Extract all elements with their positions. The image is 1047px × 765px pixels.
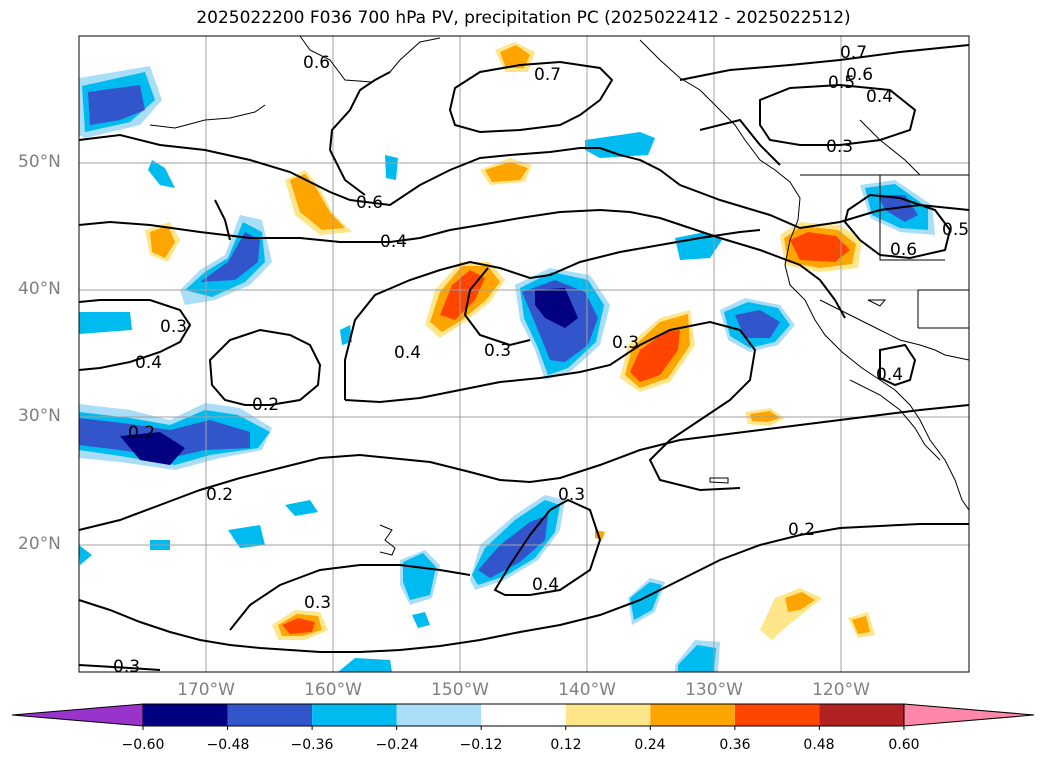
colorbar-tick: −0.48 <box>206 737 250 753</box>
contour-label: 0.2 <box>788 520 815 540</box>
colorbar-segment <box>819 704 904 726</box>
lat-label: 40°N <box>18 279 61 299</box>
lon-label: 160°W <box>304 680 362 700</box>
coastlines <box>149 35 970 556</box>
colorbar-tick: 0.36 <box>719 737 751 753</box>
lon-label: 130°W <box>685 680 743 700</box>
map-frame <box>78 35 970 673</box>
colorbar-extend-min <box>11 703 144 727</box>
colorbar-tick: 0.48 <box>803 737 835 753</box>
contour-label: 0.6 <box>846 65 873 85</box>
contour-label: 0.6 <box>356 193 383 213</box>
colorbar-extend-max <box>903 703 1035 727</box>
colorbar-tick: −0.36 <box>290 737 334 753</box>
colorbar-tick: 0.12 <box>550 737 582 753</box>
lon-label: 120°W <box>812 680 870 700</box>
lon-label: 170°W <box>177 680 235 700</box>
colorbar-segment <box>565 704 651 726</box>
contour-label-group: 0.6 0.7 0.7 0.6 0.5 0.4 0.3 0.6 0.4 0.3 … <box>113 43 969 677</box>
colorbar-tick: −0.60 <box>121 737 165 753</box>
contour-label: 0.4 <box>876 365 903 385</box>
lat-label: 20°N <box>18 534 61 554</box>
contour-label: 0.4 <box>135 353 162 373</box>
colorbar-segment <box>312 704 397 726</box>
contour-label: 0.4 <box>394 343 421 363</box>
lat-label: 30°N <box>18 406 61 426</box>
colorbar-segment <box>734 704 820 726</box>
contour-label: 0.6 <box>303 53 330 73</box>
contour-label: 0.4 <box>380 232 407 252</box>
contour-label: 0.3 <box>612 333 639 353</box>
contour-label: 0.6 <box>890 240 917 260</box>
graticule <box>79 36 969 672</box>
lon-label: 150°W <box>431 680 489 700</box>
colorbar-tick: 0.24 <box>634 737 666 753</box>
colorbar-segment <box>396 704 482 726</box>
map-title: 2025022200 F036 700 hPa PV, precipitatio… <box>196 8 851 28</box>
contour-label: 0.3 <box>304 593 331 613</box>
lon-label: 140°W <box>558 680 616 700</box>
contour-label: 0.4 <box>866 87 893 107</box>
colorbar-segment <box>143 704 228 726</box>
colorbar-tick: 0.60 <box>888 737 920 753</box>
contour-label: 0.3 <box>558 485 585 505</box>
contour-label: 0.3 <box>160 317 187 337</box>
colorbar-tick: −0.24 <box>375 737 419 753</box>
contour-label: 0.7 <box>534 65 561 85</box>
contour-label: 0.2 <box>206 485 233 505</box>
contour-label: 0.5 <box>828 73 855 93</box>
contour-label: 0.3 <box>826 137 853 157</box>
colorbar-outline <box>142 703 905 727</box>
colorbar-tick: −0.12 <box>459 737 503 753</box>
contour-label: 0.4 <box>532 575 559 595</box>
colorbar <box>11 703 1035 730</box>
contour-label: 0.2 <box>252 395 279 415</box>
contour-label: 0.7 <box>840 43 867 63</box>
lat-label: 50°N <box>18 152 61 172</box>
pv-contours <box>78 44 970 671</box>
contour-label: 0.2 <box>128 423 155 443</box>
colorbar-segment <box>650 704 735 726</box>
map-background <box>79 36 969 672</box>
colorbar-segment <box>481 704 566 726</box>
contour-label: 0.3 <box>113 657 140 677</box>
contour-label: 0.3 <box>484 341 511 361</box>
contour-label: 0.5 <box>942 220 969 240</box>
colorbar-segment <box>227 704 313 726</box>
